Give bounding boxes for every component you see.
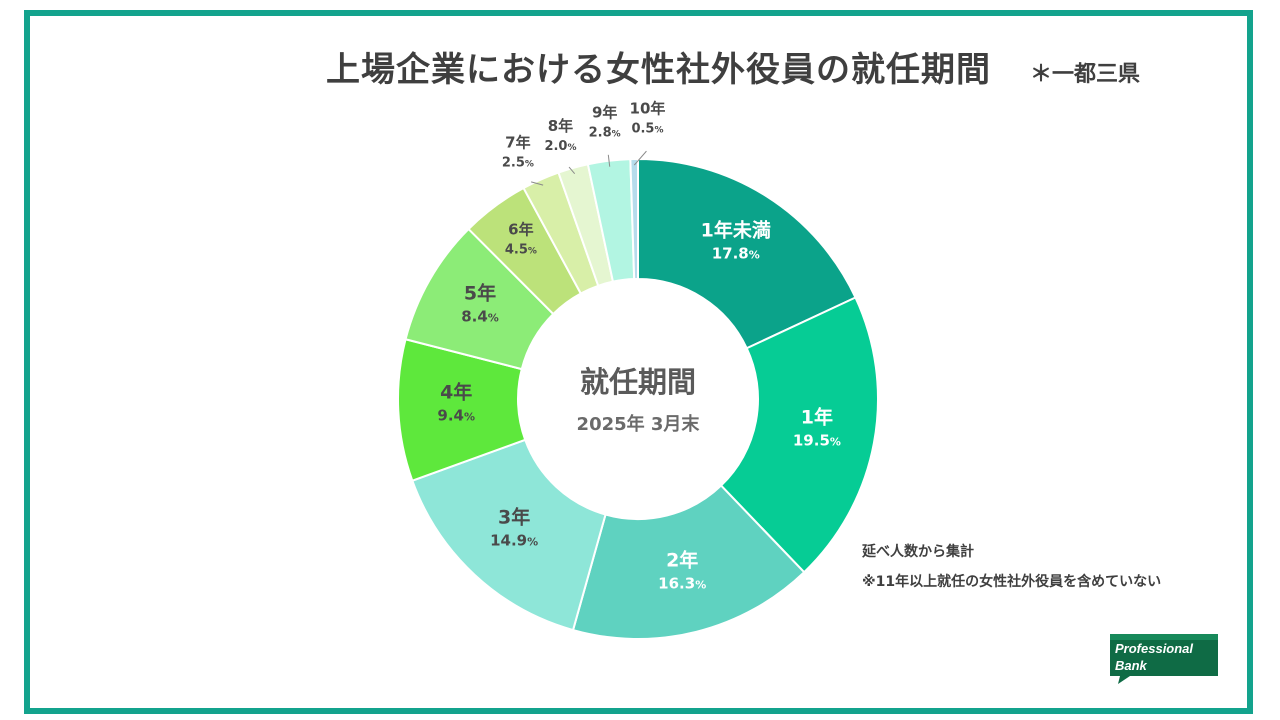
donut-slice-3年	[411, 438, 607, 632]
slice-label-8年: 8年	[548, 117, 573, 135]
chart-title: 上場企業における女性社外役員の就任期間	[326, 50, 991, 90]
donut-slice-1年未満	[637, 157, 857, 350]
leader-line-10年	[633, 150, 647, 166]
slice-label-6年: 6年	[508, 220, 533, 238]
professional-bank-logo: Professional Bank	[1108, 632, 1220, 684]
slice-value-7年: 2.5%	[502, 155, 534, 170]
slice-label-1年: 1年	[801, 405, 833, 428]
slice-value-8年: 2.0%	[544, 139, 576, 154]
slice-label-3年: 3年	[498, 505, 530, 528]
donut-slice-1年	[719, 296, 879, 574]
slice-value-1年: 19.5%	[793, 431, 841, 449]
note-excluded: ※11年以上就任の女性社外役員を含めていない	[862, 574, 1162, 590]
slice-label-7年: 7年	[505, 133, 530, 151]
logo-line2: Bank	[1115, 658, 1148, 673]
leader-line-9年	[607, 154, 611, 167]
note-count-method: 延べ人数から集計	[862, 544, 974, 560]
donut-slice-10年	[629, 157, 639, 281]
slice-label-9年: 9年	[592, 104, 617, 122]
logo-line1: Professional	[1115, 641, 1193, 656]
slice-value-3年: 14.9%	[490, 531, 538, 549]
leader-line-7年	[531, 181, 544, 186]
center-title: 就任期間	[580, 365, 696, 399]
slice-label-4年: 4年	[440, 381, 472, 404]
center-subtitle: 2025年 3月末	[577, 413, 701, 435]
slice-label-2年: 2年	[666, 549, 698, 572]
donut-slice-2年	[571, 484, 806, 640]
slice-value-2年: 16.3%	[658, 575, 706, 593]
slice-value-5年: 8.4%	[461, 308, 499, 326]
leader-line-8年	[568, 166, 576, 175]
region-note: ＊一都三県	[1030, 62, 1141, 87]
slice-value-10年: 0.5%	[631, 122, 663, 137]
slice-label-10年: 10年	[630, 100, 666, 118]
slice-value-1年未満: 17.8%	[712, 244, 760, 262]
slice-value-9年: 2.8%	[589, 126, 621, 141]
slice-label-5年: 5年	[464, 282, 496, 305]
slice-value-4年: 9.4%	[437, 407, 475, 425]
slice-value-6年: 4.5%	[505, 242, 537, 257]
slice-label-1年未満: 1年未満	[701, 218, 771, 241]
